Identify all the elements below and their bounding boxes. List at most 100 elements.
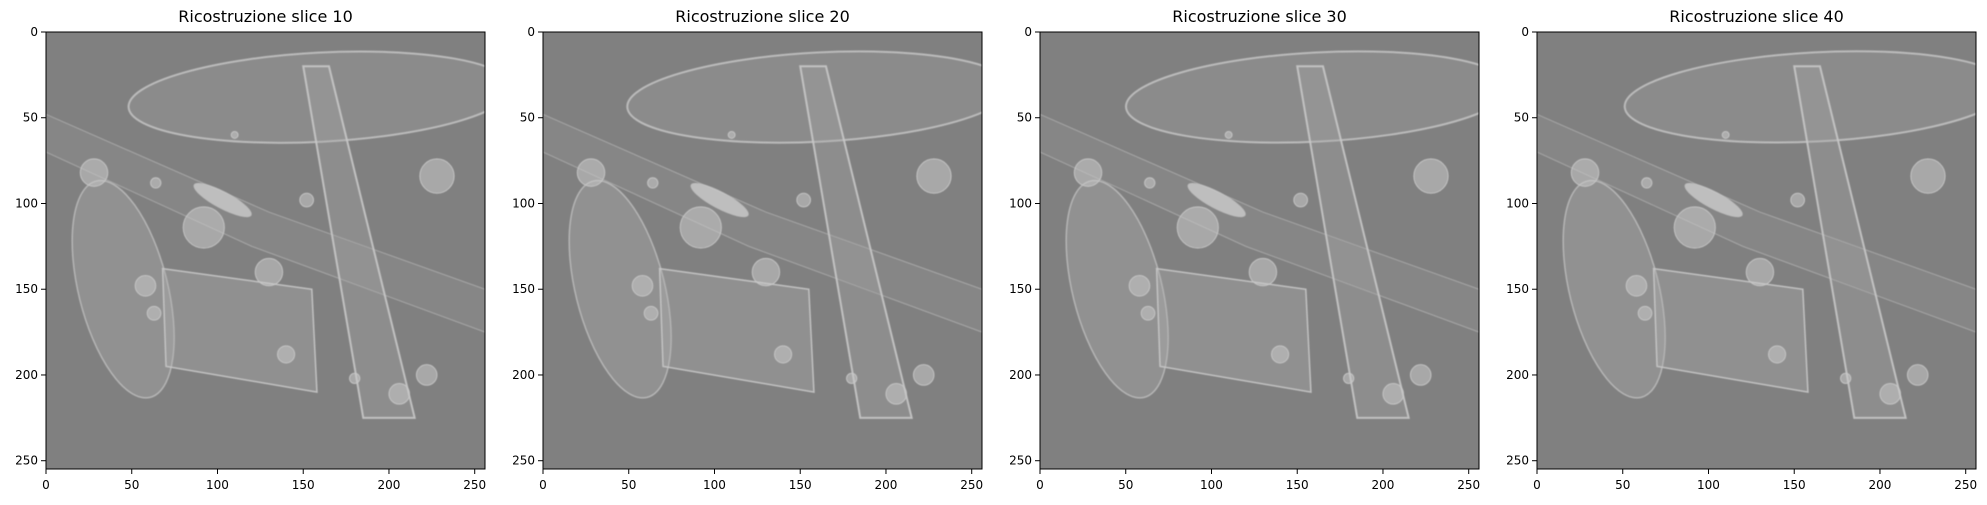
x-tick-label: 0	[42, 478, 50, 492]
y-tick-label: 150	[1506, 282, 1529, 296]
phantom-shape	[1140, 305, 1156, 321]
phantom-shape	[302, 65, 416, 419]
y-tick-label: 100	[1009, 196, 1032, 210]
phantom-shape	[193, 182, 252, 218]
panel-title: Ricostruzione slice 30	[1172, 7, 1347, 26]
y-tick-label: 100	[15, 196, 38, 210]
y-tick-label: 50	[1017, 111, 1032, 125]
axes-frame	[1536, 31, 1977, 470]
phantom-shape	[419, 158, 455, 194]
x-tick-label: 100	[1200, 478, 1223, 492]
phantom-shape	[1790, 192, 1806, 208]
y-tick-label: 0	[527, 25, 535, 39]
phantom-shape	[254, 257, 284, 287]
phantom-shape	[796, 192, 812, 208]
x-tick-label: 100	[703, 478, 726, 492]
phantom-shape	[1248, 257, 1278, 287]
y-tick-label: 50	[520, 111, 535, 125]
y-tick-label: 250	[512, 454, 535, 468]
phantom-shape	[1296, 65, 1410, 419]
y-tick-label: 0	[30, 25, 38, 39]
x-tick-label: 250	[1457, 478, 1480, 492]
axes-frame	[542, 31, 983, 470]
y-tick-label: 100	[1506, 196, 1529, 210]
phantom-shape	[846, 372, 858, 385]
phantom-shape	[647, 177, 659, 189]
phantom-shape	[349, 372, 361, 385]
y-tick-label: 250	[1009, 454, 1032, 468]
panel-title: Ricostruzione slice 10	[178, 7, 353, 26]
y-tick-label: 50	[23, 111, 38, 125]
phantom-shape	[182, 206, 225, 249]
phantom-shape	[1073, 158, 1103, 187]
axes-frame	[45, 31, 486, 470]
x-tick-label: 250	[960, 478, 983, 492]
phantom-shape	[679, 206, 722, 249]
phantom-shape	[631, 275, 654, 297]
phantom-shape	[1879, 383, 1902, 405]
phantom-shape	[1128, 275, 1151, 297]
phantom-shape	[1637, 305, 1653, 321]
phantom-shape	[299, 192, 315, 208]
y-tick-label: 0	[1024, 25, 1032, 39]
phantom-shape	[774, 345, 793, 364]
phantom-shape	[751, 257, 781, 287]
phantom-shape	[1176, 206, 1219, 249]
y-tick-label: 150	[512, 282, 535, 296]
phantom-shape	[1144, 177, 1156, 189]
x-tick-label: 150	[292, 478, 315, 492]
x-tick-label: 0	[539, 478, 547, 492]
phantom-shape	[1271, 345, 1290, 364]
x-tick-label: 200	[1372, 478, 1395, 492]
x-tick-label: 0	[1036, 478, 1044, 492]
phantom-shape	[643, 305, 659, 321]
phantom-shape	[1570, 158, 1600, 187]
phantom-shape	[1745, 257, 1775, 287]
y-tick-label: 200	[15, 368, 38, 382]
phantom-shape	[1721, 130, 1730, 139]
phantom-layer	[1040, 50, 1479, 419]
phantom-shape	[1684, 182, 1743, 218]
phantom-shape	[1910, 158, 1946, 194]
y-tick-label: 200	[1506, 368, 1529, 382]
phantom-shape	[885, 383, 908, 405]
phantom-shape	[415, 364, 438, 386]
x-tick-label: 250	[463, 478, 486, 492]
x-tick-label: 100	[1697, 478, 1720, 492]
phantom-shape	[912, 364, 935, 386]
phantom-shape	[1793, 65, 1907, 419]
x-tick-label: 150	[1783, 478, 1806, 492]
x-tick-label: 0	[1533, 478, 1541, 492]
phantom-shape	[1187, 182, 1246, 218]
x-tick-label: 100	[206, 478, 229, 492]
phantom-shape	[150, 177, 162, 189]
panel-title: Ricostruzione slice 20	[675, 7, 850, 26]
phantom-shape	[1641, 177, 1653, 189]
y-tick-label: 250	[15, 454, 38, 468]
phantom-shape	[1382, 383, 1405, 405]
reconstruction-panel: Ricostruzione slice 30 0 50 100 150 200 250 0 50…	[1009, 7, 1480, 492]
x-tick-label: 250	[1954, 478, 1977, 492]
x-tick-label: 200	[1869, 478, 1892, 492]
phantom-shape	[1293, 192, 1309, 208]
y-tick-label: 100	[512, 196, 535, 210]
phantom-shape	[1673, 206, 1716, 249]
axes-frame	[1039, 31, 1480, 470]
phantom-layer	[543, 50, 982, 419]
phantom-shape	[1768, 345, 1787, 364]
y-tick-label: 0	[1521, 25, 1529, 39]
y-tick-label: 200	[1009, 368, 1032, 382]
phantom-layer	[46, 50, 485, 419]
phantom-shape	[1409, 364, 1432, 386]
x-tick-label: 50	[1615, 478, 1630, 492]
reconstruction-panel: Ricostruzione slice 10 0 50 100 150 200 250 0 50…	[15, 7, 486, 492]
x-tick-label: 50	[124, 478, 139, 492]
phantom-shape	[134, 275, 157, 297]
phantom-shape	[1906, 364, 1929, 386]
reconstruction-panel: Ricostruzione slice 20 0 50 100 150 200 250 0 50…	[512, 7, 983, 492]
phantom-shape	[1413, 158, 1449, 194]
phantom-shape	[1625, 275, 1648, 297]
phantom-shape	[576, 158, 606, 187]
phantom-shape	[690, 182, 749, 218]
